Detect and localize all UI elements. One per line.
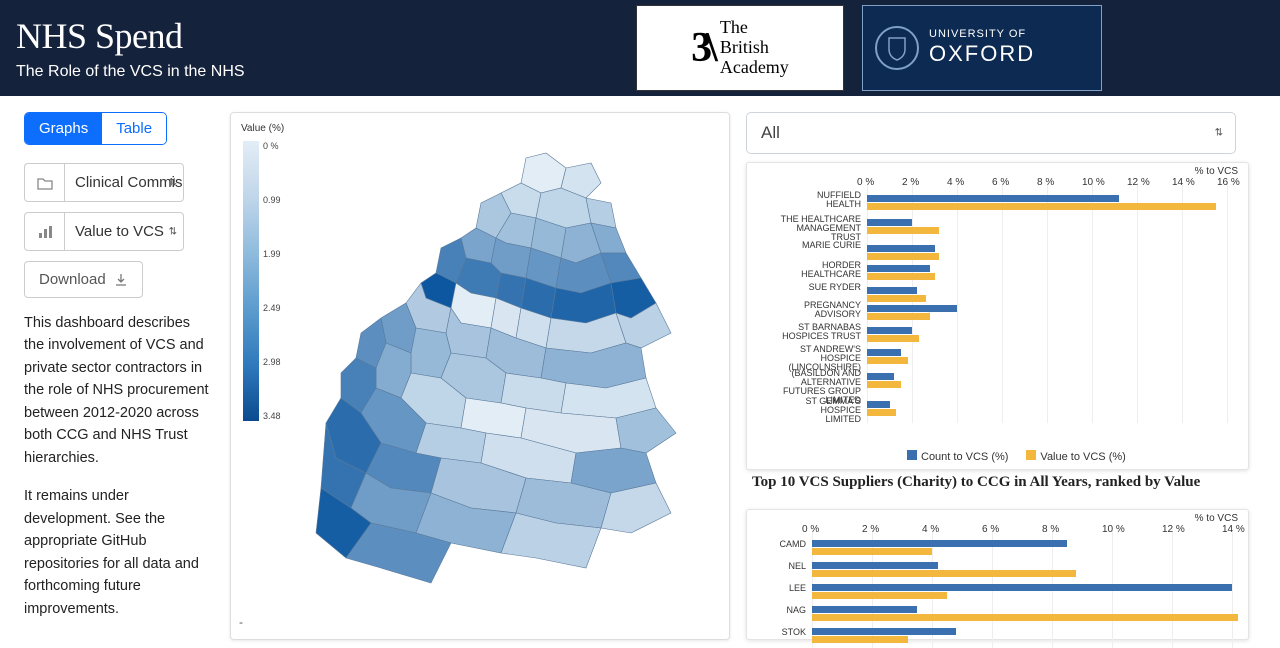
folder-icon bbox=[24, 163, 64, 202]
view-tabs: Graphs Table bbox=[24, 112, 167, 145]
map-legend: 0 %0.991.992.492.983.48 bbox=[243, 141, 287, 421]
tab-table[interactable]: Table bbox=[102, 113, 166, 144]
chart1-wrapper: % to VCS 0 %2 %4 %6 %8 %10 %12 %14 %16 %… bbox=[746, 162, 1250, 497]
page-title: NHS Spend bbox=[16, 15, 636, 57]
description-1: This dashboard describes the involvement… bbox=[24, 312, 214, 469]
metric-select[interactable]: Value to VCS ⇅ bbox=[64, 212, 184, 251]
oxford-shield-icon bbox=[875, 26, 919, 70]
legend-gradient bbox=[243, 141, 259, 421]
app-header: NHS Spend The Role of the VCS in the NHS… bbox=[0, 0, 1280, 96]
chart1-axis-label: % to VCS bbox=[1195, 166, 1238, 177]
main-content: Graphs Table Clinical Commissioning Grou… bbox=[0, 96, 1280, 640]
chart2-axis-label: % to VCS bbox=[1195, 513, 1238, 524]
bars-icon bbox=[24, 212, 64, 251]
year-select[interactable]: All ⇅ bbox=[746, 112, 1236, 154]
choropleth-map[interactable] bbox=[301, 133, 701, 603]
tab-graphs[interactable]: Graphs bbox=[25, 113, 102, 144]
download-icon bbox=[114, 273, 128, 287]
chevron-updown-icon: ⇅ bbox=[169, 177, 177, 188]
chevron-updown-icon: ⇅ bbox=[169, 226, 177, 237]
charts-column: All ⇅ % to VCS 0 %2 %4 %6 %8 %10 %12 %14… bbox=[746, 112, 1280, 640]
header-titles: NHS Spend The Role of the VCS in the NHS bbox=[16, 15, 636, 81]
description-2: It remains under development. See the ap… bbox=[24, 485, 214, 620]
regions-chart[interactable]: % to VCS 0 %2 %4 %6 %8 %10 %12 %14 %CAMD… bbox=[746, 509, 1249, 640]
download-button[interactable]: Download bbox=[24, 261, 143, 298]
map-footer-dash: - bbox=[239, 615, 243, 629]
chevron-updown-icon: ⇅ bbox=[1215, 128, 1223, 139]
top-suppliers-chart[interactable]: % to VCS 0 %2 %4 %6 %8 %10 %12 %14 %16 %… bbox=[746, 162, 1249, 470]
chart1-caption: Top 10 VCS Suppliers (Charity) to CCG in… bbox=[746, 470, 1250, 497]
ba-mark: 3\ bbox=[691, 24, 712, 72]
hierarchy-select[interactable]: Clinical Commissioning Group ⇅ bbox=[64, 163, 184, 202]
map-legend-title: Value (%) bbox=[241, 123, 284, 134]
british-academy-logo: 3\ The British Academy bbox=[636, 5, 844, 91]
oxford-logo: UNIVERSITY OF OXFORD bbox=[862, 5, 1102, 91]
page-subtitle: The Role of the VCS in the NHS bbox=[16, 63, 636, 81]
header-logos: 3\ The British Academy UNIVERSITY OF OXF… bbox=[636, 0, 1102, 96]
sidebar: Graphs Table Clinical Commissioning Grou… bbox=[24, 112, 214, 640]
map-panel: Value (%) 0 %0.991.992.492.983.48 - bbox=[230, 112, 730, 640]
